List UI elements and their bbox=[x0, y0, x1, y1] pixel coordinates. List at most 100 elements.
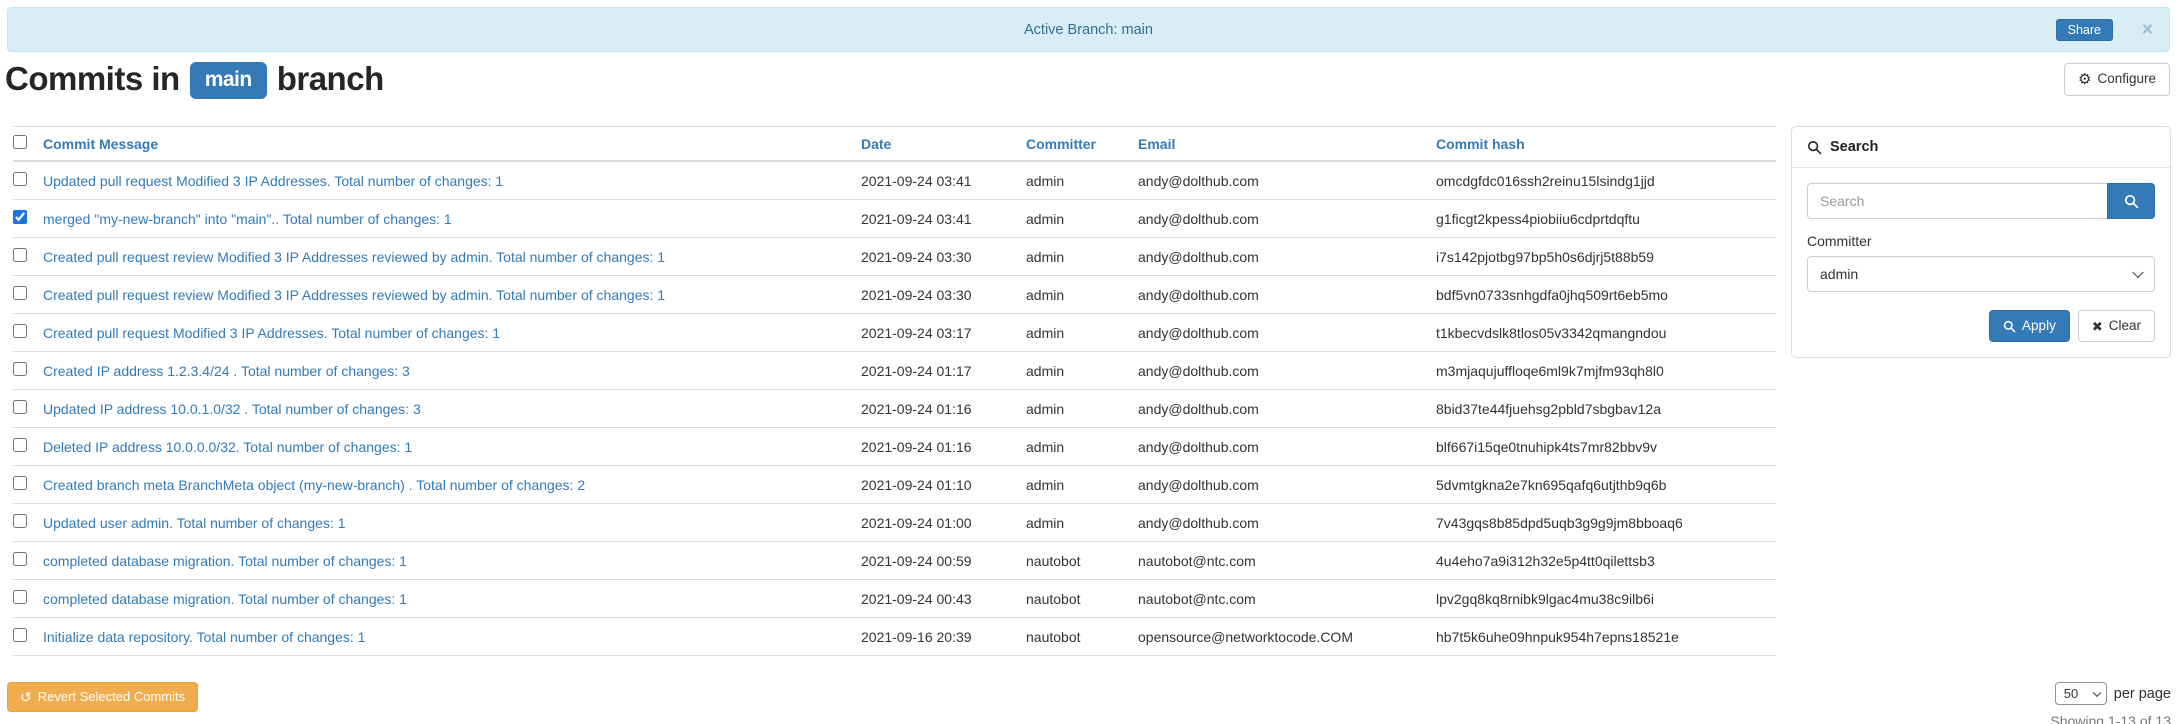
apply-button-label: Apply bbox=[2022, 318, 2056, 333]
table-row: completed database migration. Total numb… bbox=[13, 541, 1776, 580]
table-row: Created branch meta BranchMeta object (m… bbox=[13, 465, 1776, 504]
commit-hash: m3mjaqujuffloqe6ml9k7mjfm93qh8l0 bbox=[1436, 351, 1776, 390]
commit-email: opensource@networktocode.COM bbox=[1138, 617, 1436, 656]
table-row: Initialize data repository. Total number… bbox=[13, 617, 1776, 656]
commit-date: 2021-09-24 03:17 bbox=[861, 313, 1026, 352]
column-header-commit-message[interactable]: Commit Message bbox=[43, 135, 159, 152]
row-checkbox[interactable] bbox=[13, 514, 27, 528]
showing-count-text: Showing 1-13 of 13 bbox=[2050, 713, 2171, 724]
per-page-select[interactable]: 50 bbox=[2054, 682, 2107, 705]
commit-message-link[interactable]: Updated pull request Modified 3 IP Addre… bbox=[43, 172, 504, 189]
row-checkbox[interactable] bbox=[13, 210, 27, 224]
commit-committer: nautobot bbox=[1026, 579, 1138, 618]
commit-message-link[interactable]: Created pull request review Modified 3 I… bbox=[43, 248, 666, 265]
commit-email: andy@dolthub.com bbox=[1138, 161, 1436, 200]
commit-date: 2021-09-24 01:16 bbox=[861, 427, 1026, 466]
commit-hash: lpv2gq8kq8rnibk9lgac4mu38c9ilb6i bbox=[1436, 579, 1776, 618]
clear-button[interactable]: ✖ Clear bbox=[2077, 310, 2155, 343]
row-checkbox[interactable] bbox=[13, 362, 27, 376]
committer-filter-label: Committer bbox=[1807, 233, 1872, 249]
commit-hash: 8bid37te44fjuehsg2pbld7sbgbav12a bbox=[1436, 389, 1776, 428]
commit-hash: hb7t5k6uhe09hnpuk954h7epns18521e bbox=[1436, 617, 1776, 656]
commit-hash: blf667i15qe0tnuhipk4ts7mr82bbv9v bbox=[1436, 427, 1776, 466]
commit-message-link[interactable]: Updated IP address 10.0.1.0/32 . Total n… bbox=[43, 400, 421, 417]
search-icon bbox=[1807, 140, 1822, 154]
column-header-committer[interactable]: Committer bbox=[1026, 135, 1097, 152]
search-submit-button[interactable] bbox=[2107, 183, 2155, 219]
commit-email: andy@dolthub.com bbox=[1138, 351, 1436, 390]
row-checkbox[interactable] bbox=[13, 628, 27, 642]
column-header-date[interactable]: Date bbox=[861, 135, 892, 152]
table-row: Created IP address 1.2.3.4/24 . Total nu… bbox=[13, 351, 1776, 390]
search-icon bbox=[2003, 320, 2016, 332]
column-header-commit-hash[interactable]: Commit hash bbox=[1436, 135, 1525, 152]
active-branch-text: Active Branch: main bbox=[1024, 21, 1153, 38]
commit-hash: i7s142pjotbg97bp5h0s6djrj5t88b59 bbox=[1436, 237, 1776, 276]
row-checkbox[interactable] bbox=[13, 438, 27, 452]
row-checkbox[interactable] bbox=[13, 590, 27, 604]
committer-select[interactable]: admin bbox=[1807, 256, 2155, 292]
search-panel-body: Committer admin Apply ✖ Clear bbox=[1792, 168, 2170, 357]
commit-date: 2021-09-24 03:41 bbox=[861, 161, 1026, 200]
active-branch-banner: Active Branch: main Share × bbox=[7, 7, 2170, 52]
close-icon[interactable]: × bbox=[2141, 19, 2153, 40]
commit-committer: admin bbox=[1026, 199, 1138, 238]
commit-message-link[interactable]: completed database migration. Total numb… bbox=[43, 590, 407, 607]
commit-message-link[interactable]: Created pull request review Modified 3 I… bbox=[43, 286, 666, 303]
commit-committer: admin bbox=[1026, 313, 1138, 352]
commit-message-link[interactable]: Deleted IP address 10.0.0.0/32. Total nu… bbox=[43, 438, 413, 455]
commit-message-link[interactable]: Initialize data repository. Total number… bbox=[43, 628, 366, 645]
commit-committer: nautobot bbox=[1026, 541, 1138, 580]
commit-email: andy@dolthub.com bbox=[1138, 313, 1436, 352]
commit-message-link[interactable]: completed database migration. Total numb… bbox=[43, 552, 407, 569]
commit-email: nautobot@ntc.com bbox=[1138, 579, 1436, 618]
commit-date: 2021-09-24 01:10 bbox=[861, 465, 1026, 504]
commit-date: 2021-09-24 01:16 bbox=[861, 389, 1026, 428]
commit-message-link[interactable]: Created IP address 1.2.3.4/24 . Total nu… bbox=[43, 362, 410, 379]
gear-icon: ⚙ bbox=[2078, 71, 2092, 88]
search-input[interactable] bbox=[1807, 183, 2107, 219]
column-header-email[interactable]: Email bbox=[1138, 135, 1176, 152]
commit-committer: admin bbox=[1026, 161, 1138, 200]
commit-message-link[interactable]: Created branch meta BranchMeta object (m… bbox=[43, 476, 586, 493]
page-title: Commits in main branch bbox=[5, 60, 384, 99]
search-icon bbox=[2124, 194, 2138, 208]
row-checkbox[interactable] bbox=[13, 324, 27, 338]
share-button[interactable]: Share bbox=[2055, 18, 2113, 41]
commit-date: 2021-09-24 03:30 bbox=[861, 275, 1026, 314]
title-suffix: branch bbox=[276, 60, 385, 97]
row-checkbox[interactable] bbox=[13, 172, 27, 186]
title-prefix: Commits in bbox=[5, 60, 180, 97]
commit-committer: admin bbox=[1026, 351, 1138, 390]
select-all-checkbox[interactable] bbox=[13, 135, 27, 149]
revert-selected-commits-button[interactable]: ↺ Revert Selected Commits bbox=[7, 682, 199, 712]
commit-message-link[interactable]: Created pull request Modified 3 IP Addre… bbox=[43, 324, 501, 341]
commits-table-container: Commit Message Date Committer Email Comm… bbox=[13, 126, 1776, 656]
row-checkbox[interactable] bbox=[13, 552, 27, 566]
commit-date: 2021-09-24 03:41 bbox=[861, 199, 1026, 238]
commit-hash: 4u4eho7a9i312h32e5p4tt0qilettsb3 bbox=[1436, 541, 1776, 580]
clear-button-label: Clear bbox=[2108, 318, 2141, 333]
configure-button[interactable]: ⚙ Configure bbox=[2064, 63, 2170, 96]
commit-date: 2021-09-24 00:43 bbox=[861, 579, 1026, 618]
commit-committer: admin bbox=[1026, 275, 1138, 314]
apply-button[interactable]: Apply bbox=[1989, 310, 2070, 343]
table-row: completed database migration. Total numb… bbox=[13, 579, 1776, 618]
row-checkbox[interactable] bbox=[13, 400, 27, 414]
branch-label: main bbox=[189, 62, 267, 99]
page-header: Commits in main branch ⚙ Configure bbox=[5, 60, 2170, 99]
row-checkbox[interactable] bbox=[13, 476, 27, 490]
configure-button-label: Configure bbox=[2097, 71, 2156, 87]
row-checkbox[interactable] bbox=[13, 286, 27, 300]
revert-button-label: Revert Selected Commits bbox=[37, 689, 186, 704]
commit-hash: 7v43gqs8b85dpd5uqb3g9g9jm8bboaq6 bbox=[1436, 503, 1776, 542]
commit-message-link[interactable]: Updated user admin. Total number of chan… bbox=[43, 514, 346, 531]
commit-email: andy@dolthub.com bbox=[1138, 503, 1436, 542]
row-checkbox[interactable] bbox=[13, 248, 27, 262]
commit-hash: g1ficgt2kpess4piobiiu6cdprtdqftu bbox=[1436, 199, 1776, 238]
table-row: Updated user admin. Total number of chan… bbox=[13, 503, 1776, 542]
commit-date: 2021-09-16 20:39 bbox=[861, 617, 1026, 656]
commit-message-link[interactable]: merged "my-new-branch" into "main".. Tot… bbox=[43, 210, 452, 227]
commit-date: 2021-09-24 01:00 bbox=[861, 503, 1026, 542]
table-row: merged "my-new-branch" into "main".. Tot… bbox=[13, 199, 1776, 238]
